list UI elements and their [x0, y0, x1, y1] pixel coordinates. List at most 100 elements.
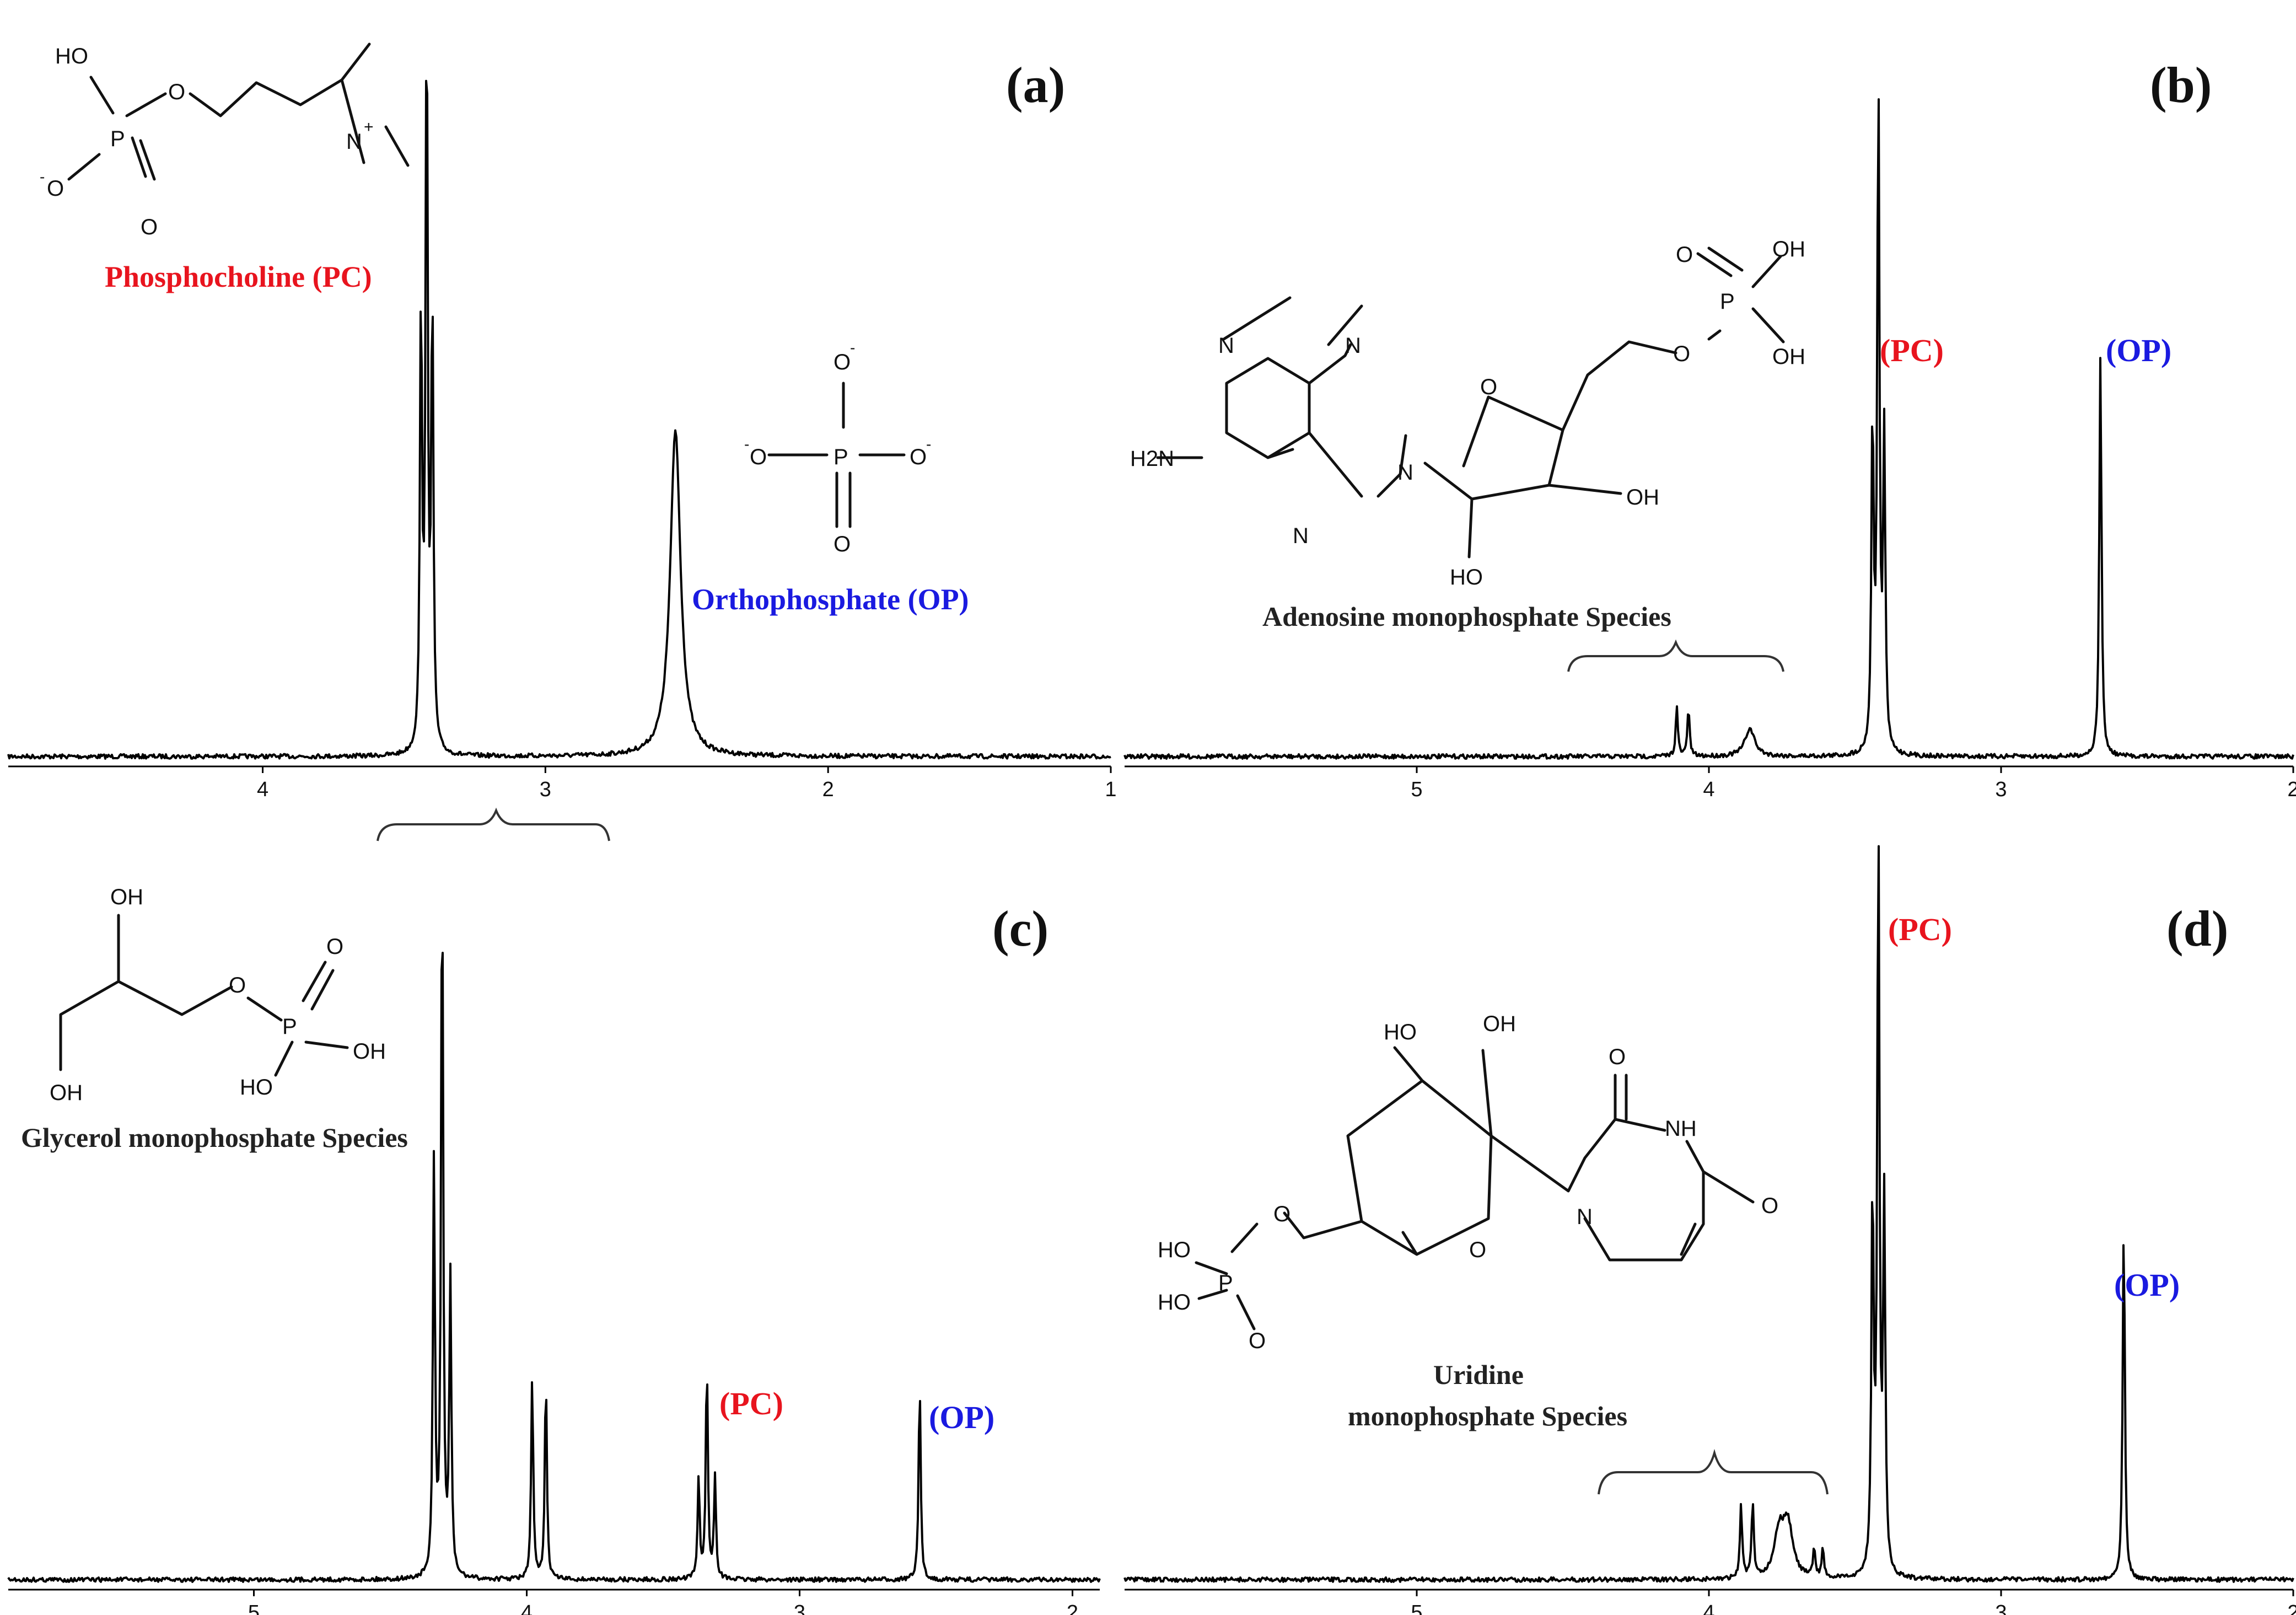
panel-a-x-axis: 4 3 2 1 [8, 765, 1117, 801]
atom-label: N [1293, 524, 1309, 548]
atom-label: O [1249, 1329, 1266, 1353]
x-tick-label: 4 [521, 1601, 533, 1615]
x-tick-label: 3 [1995, 1601, 2007, 1615]
panel-b: (b) 5 4 3 2 (PC) (OP) N N N N H2N O O P O O… [1123, 57, 2296, 801]
atom-label: O [1273, 1202, 1291, 1226]
atom-label: HO [240, 1075, 273, 1099]
atom-label: N [346, 130, 362, 154]
atom-label: P [110, 127, 125, 151]
atom-label: OH [353, 1039, 386, 1064]
panel-c-spectrum [7, 952, 1101, 1583]
atom-label: OH [50, 1081, 83, 1105]
x-tick-label: 3 [794, 1601, 805, 1615]
atom-label: O [1480, 375, 1497, 399]
x-tick-label: 1 [1105, 778, 1116, 801]
panel-d-spectrum [1123, 845, 2294, 1583]
atom-label: - [40, 168, 45, 185]
panel-a-label: (a) [1006, 57, 1065, 113]
spectrum-line [1123, 98, 2294, 760]
panel-a-spectrum [7, 79, 1111, 760]
atom-label: O [1673, 342, 1690, 366]
op-tag: (OP) [929, 1399, 994, 1435]
glycerol-bracket [377, 807, 610, 841]
atom-label: O [834, 350, 851, 374]
atom-label: OH [1772, 237, 1805, 261]
atom-label: OH [110, 885, 143, 909]
uridine-caption-line1: Uridine [1433, 1359, 1524, 1390]
pc-tag: (PC) [1880, 332, 1944, 368]
atom-label: P [1218, 1271, 1233, 1295]
atom-label: + [364, 118, 374, 136]
x-tick-label: 2 [2287, 1601, 2296, 1615]
atom-label: O [834, 532, 851, 556]
atom-label: O [168, 80, 185, 104]
panel-a: (a) 4 3 2 1 HO O P O - O N + Phosphocholine… [7, 42, 1117, 801]
uridine-caption-line2: monophosphate Species [1348, 1401, 1627, 1431]
atom-label: N [1218, 334, 1234, 358]
atom-label: O [750, 445, 767, 469]
atom-label: HO [55, 44, 88, 68]
orthophosphate-structure: O - P O - O - O Orthophosphate (OP) [692, 339, 969, 616]
ump-structure: HO OH O N O NH O O P HO HO O Uridine mon… [1158, 1012, 1778, 1431]
x-tick-label: 3 [540, 778, 551, 801]
atom-label: O [1469, 1238, 1486, 1262]
atom-label: O [910, 445, 927, 469]
amp-bracket [1567, 639, 1784, 672]
atom-label: HO [1158, 1290, 1191, 1314]
x-tick-label: 5 [1411, 778, 1422, 801]
pc-tag: (PC) [1888, 911, 1952, 947]
atom-label: O [326, 935, 343, 959]
atom-label: O [1676, 243, 1693, 267]
atom-label: HO [1450, 565, 1483, 589]
atom-label: - [744, 436, 749, 453]
panel-d: (d) 5 4 3 2 (PC) (OP) HO OH O N O NH O O P … [1123, 845, 2296, 1615]
atom-label: OH [1483, 1012, 1516, 1036]
spectrum-line [1123, 845, 2294, 1583]
atom-label: OH [1772, 345, 1805, 369]
x-tick-label: 2 [2287, 778, 2296, 801]
atom-label: P [834, 445, 848, 469]
atom-label: - [850, 339, 855, 356]
x-tick-label: 5 [248, 1601, 260, 1615]
atom-label: O [141, 215, 158, 239]
atom-label: - [926, 436, 931, 453]
x-tick-label: 4 [1703, 1601, 1714, 1615]
amp-caption: Adenosine monophosphate Species [1262, 601, 1671, 632]
glycerol-caption: Glycerol monophosphate Species [21, 1122, 408, 1153]
x-tick-label: 4 [257, 778, 268, 801]
amp-structure: N N N N H2N O O P O OH OH OH HO Adenosin… [1130, 237, 1805, 632]
atom-label: H2N [1130, 447, 1174, 471]
uridine-bracket [1598, 1448, 1829, 1495]
glycerol-phosphate-structure: OH OH O P O OH HO Glycerol monophosphate… [21, 885, 408, 1153]
atom-label: OH [1626, 485, 1659, 509]
panel-d-x-axis: 5 4 3 2 [1125, 1589, 2296, 1615]
x-tick-label: 2 [1067, 1601, 1078, 1615]
phosphocholine-label: Phosphocholine (PC) [105, 260, 372, 293]
atom-label: N [1345, 334, 1361, 358]
x-tick-label: 2 [822, 778, 834, 801]
panel-b-spectrum [1123, 98, 2294, 760]
atom-label: O [1761, 1194, 1778, 1218]
pc-tag: (PC) [719, 1386, 783, 1421]
panel-d-label: (d) [2166, 900, 2228, 957]
panel-c: (c) 5 4 3 2 (PC) (OP) OH OH O P O OH HO Gly… [7, 807, 1101, 1615]
atom-label: O [229, 973, 246, 997]
atom-label: O [47, 176, 64, 201]
op-tag: (OP) [2106, 332, 2171, 368]
spectrum-line [7, 79, 1111, 760]
atom-label: N [1577, 1205, 1593, 1229]
panel-b-x-axis: 5 4 3 2 [1125, 765, 2296, 801]
x-tick-label: 5 [1411, 1601, 1422, 1615]
atom-label: HO [1158, 1238, 1191, 1262]
panel-b-label: (b) [2150, 57, 2212, 113]
atom-label: P [1720, 289, 1735, 314]
panel-c-x-axis: 5 4 3 2 [8, 1589, 1100, 1615]
spectrum-line [7, 952, 1101, 1583]
op-tag: (OP) [2114, 1267, 2180, 1303]
atom-label: O [1609, 1045, 1626, 1069]
orthophosphate-label: Orthophosphate (OP) [692, 583, 969, 616]
x-tick-label: 3 [1995, 778, 2007, 801]
phosphocholine-structure: HO O P O - O N + Phosphocholine (PC) [40, 42, 410, 293]
atom-label: P [282, 1015, 297, 1039]
